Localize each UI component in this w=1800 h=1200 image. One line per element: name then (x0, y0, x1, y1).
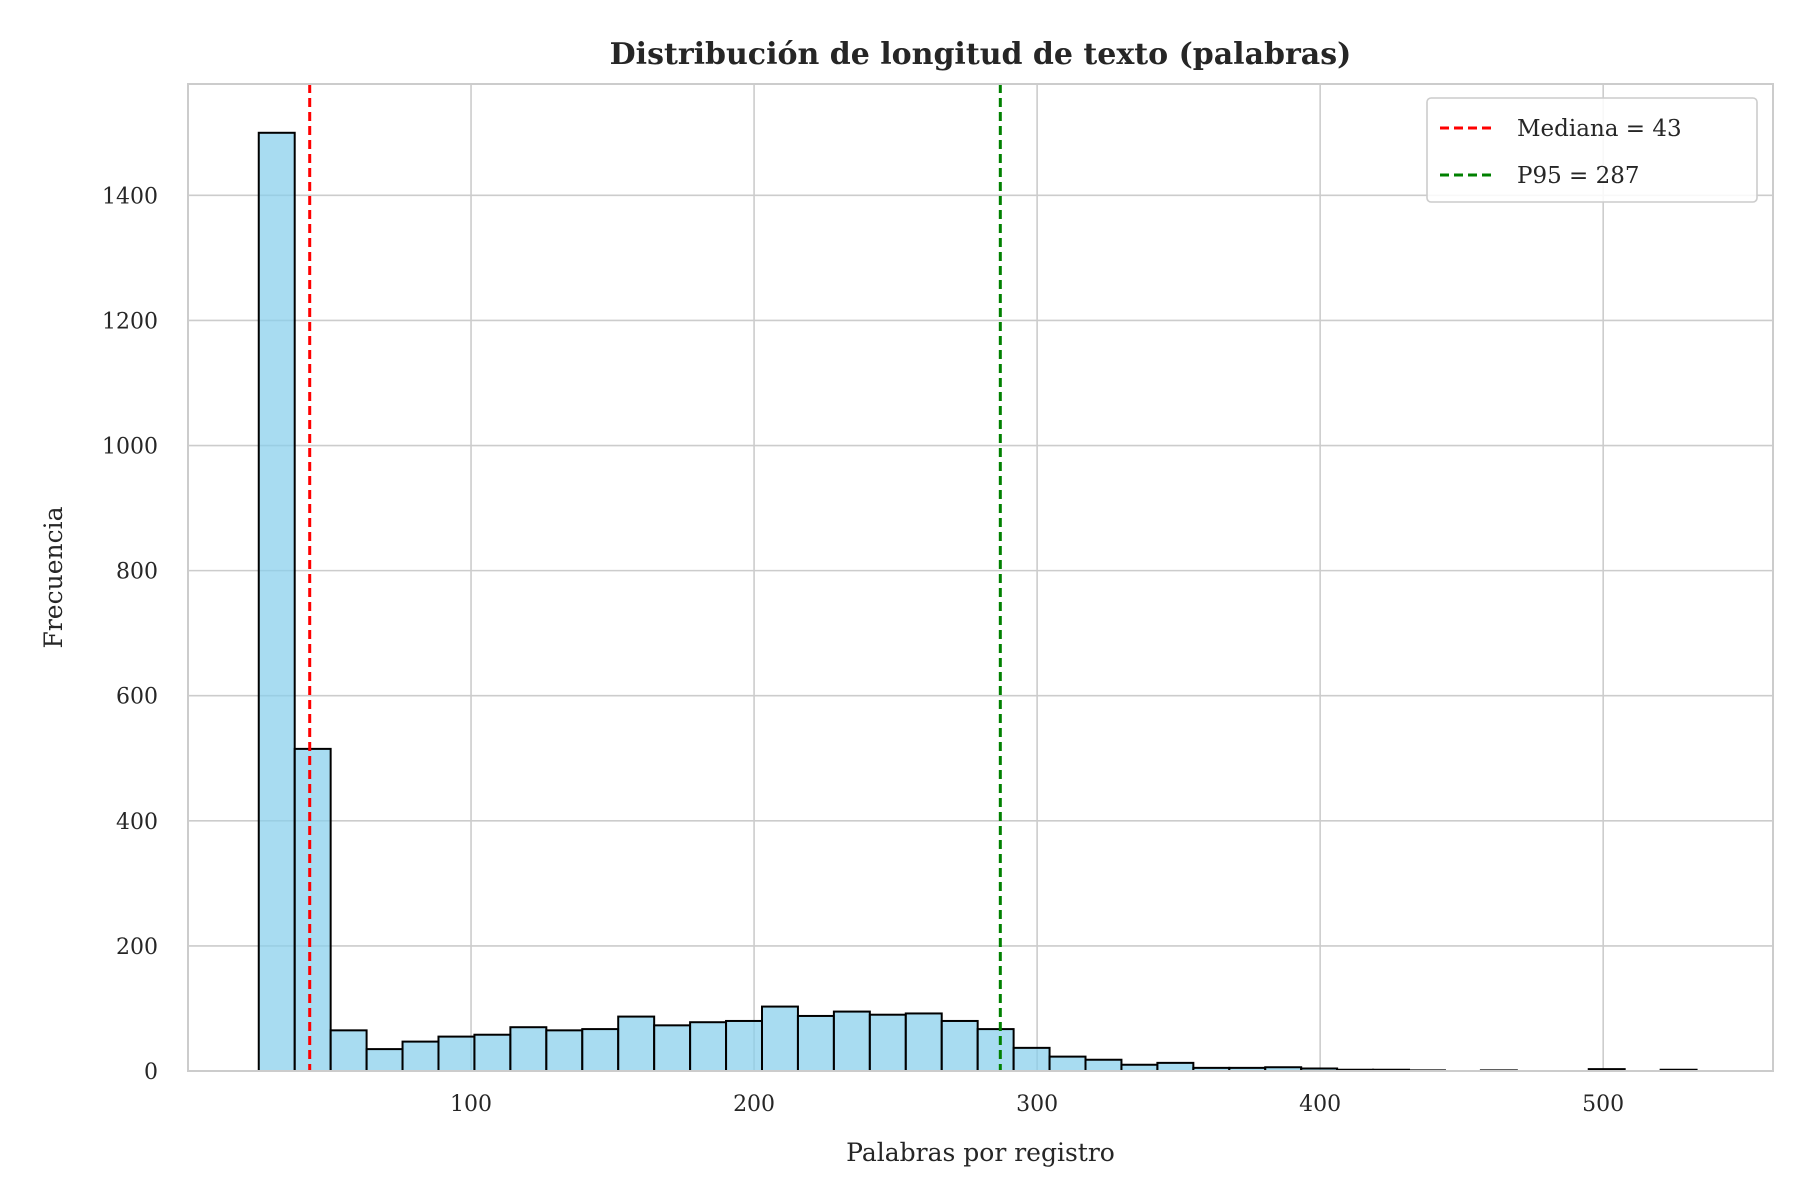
histogram-bar (437, 1035, 476, 1073)
histogram-bar (904, 1012, 943, 1073)
y-tick-label: 1200 (102, 309, 158, 334)
x-tick-label: 100 (450, 1092, 492, 1117)
histogram-bar (581, 1028, 620, 1072)
histogram-bar (940, 1019, 979, 1072)
histogram-bar (509, 1026, 548, 1072)
x-tick-label: 200 (733, 1092, 775, 1117)
histogram-bar (1048, 1055, 1087, 1072)
x-tick-label: 300 (1016, 1092, 1058, 1117)
reference-lines (308, 84, 1002, 1071)
histogram-bar (689, 1021, 728, 1073)
y-tick-label: 800 (116, 560, 158, 585)
grid (188, 84, 1773, 1072)
y-tick-label: 200 (116, 935, 158, 960)
x-axis-label: Palabras por registro (846, 1138, 1115, 1167)
legend-label-mediana: Mediana = 43 (1517, 116, 1682, 142)
x-tick-label: 500 (1582, 1092, 1624, 1117)
y-tick-label: 400 (116, 810, 158, 835)
histogram-bar (473, 1033, 512, 1072)
x-tick-label: 400 (1299, 1092, 1341, 1117)
histogram-bar (1012, 1046, 1051, 1073)
histogram-bar (725, 1019, 763, 1072)
histogram-bar (257, 131, 296, 1073)
histogram-bars (257, 131, 1698, 1073)
legend-label-p95: P95 = 287 (1517, 163, 1640, 189)
histogram-bar (545, 1029, 584, 1073)
histogram-bar (976, 1028, 1015, 1072)
y-tick-label: 600 (116, 685, 158, 710)
histogram-bar (653, 1024, 692, 1073)
histogram-bar (1084, 1058, 1123, 1073)
histogram-bar (293, 747, 332, 1073)
legend: Mediana = 43 P95 = 287 (1426, 97, 1758, 203)
tick-labels: 100 200 300 400 500 0 200 400 600 800 1000 1200 1400 (102, 184, 1624, 1117)
y-tick-label: 1000 (102, 435, 158, 460)
histogram-bar (760, 1005, 799, 1073)
y-tick-label: 0 (144, 1060, 158, 1085)
histogram-bar (401, 1040, 440, 1072)
y-tick-label: 1400 (102, 184, 158, 209)
histogram-bar (365, 1048, 404, 1073)
histogram-bar (868, 1013, 907, 1072)
plot-frame (187, 83, 1774, 1072)
histogram-bar (329, 1029, 368, 1073)
histogram-bar (796, 1014, 835, 1073)
histogram-bar (832, 1010, 871, 1072)
histogram-bar (617, 1015, 656, 1073)
legend-box (1426, 97, 1758, 203)
histogram-bar (1156, 1061, 1195, 1072)
y-axis-label: Frecuencia (39, 506, 68, 648)
chart-title: Distribución de longitud de texto (palab… (610, 37, 1352, 72)
